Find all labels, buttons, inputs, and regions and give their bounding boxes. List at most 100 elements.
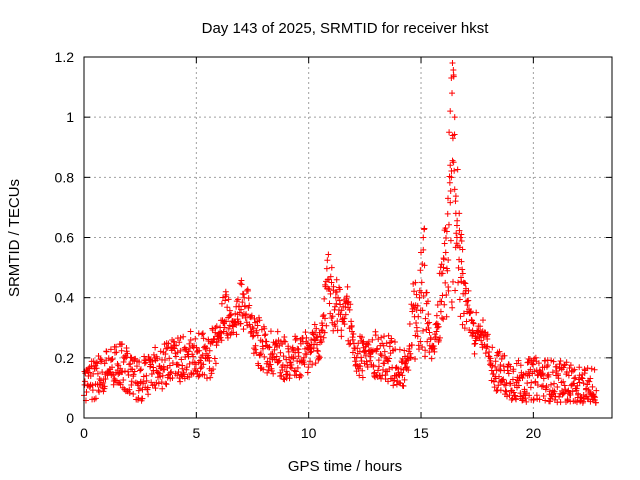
data-point xyxy=(157,348,164,355)
data-point xyxy=(259,345,266,352)
data-point xyxy=(456,227,463,234)
data-point xyxy=(470,319,477,326)
data-point xyxy=(560,378,567,385)
data-point xyxy=(586,378,593,385)
data-point xyxy=(462,285,469,292)
data-point xyxy=(203,375,210,382)
data-point xyxy=(188,369,195,376)
data-point xyxy=(140,379,147,386)
data-point xyxy=(224,304,231,311)
data-point xyxy=(470,330,477,337)
data-point xyxy=(131,368,138,375)
data-point xyxy=(273,353,280,360)
data-point xyxy=(524,380,531,387)
data-point xyxy=(507,380,514,387)
data-point xyxy=(568,368,575,375)
data-point xyxy=(148,379,155,386)
data-point xyxy=(190,353,197,360)
data-point xyxy=(256,317,263,324)
data-point xyxy=(121,368,128,375)
data-point xyxy=(177,378,184,385)
data-point xyxy=(180,369,187,376)
data-point xyxy=(456,210,463,217)
data-point xyxy=(364,364,371,371)
data-point xyxy=(497,387,504,394)
data-point xyxy=(300,354,307,361)
data-point xyxy=(136,385,143,392)
data-point xyxy=(336,286,343,293)
data-point xyxy=(119,341,126,348)
data-point xyxy=(349,336,356,343)
data-point xyxy=(438,298,445,305)
data-point xyxy=(406,320,413,327)
data-point xyxy=(415,313,422,320)
data-point xyxy=(168,368,175,375)
y-tick-label: 0.6 xyxy=(55,230,75,246)
data-point xyxy=(450,159,457,166)
data-point xyxy=(412,279,419,286)
data-point xyxy=(308,336,315,343)
data-point xyxy=(321,295,328,302)
data-point xyxy=(571,375,578,382)
data-point xyxy=(509,376,516,383)
data-point xyxy=(269,350,276,357)
y-tick-label: 0.8 xyxy=(55,169,75,185)
data-point xyxy=(117,381,124,388)
data-point xyxy=(233,322,240,329)
data-point xyxy=(555,375,562,382)
data-point xyxy=(284,362,291,369)
data-point xyxy=(458,238,465,245)
data-point xyxy=(584,365,591,372)
x-axis-label: GPS time / hours xyxy=(288,458,402,475)
data-point xyxy=(95,352,102,359)
data-point xyxy=(484,336,491,343)
data-point xyxy=(136,358,143,365)
data-point xyxy=(318,338,325,345)
data-point xyxy=(452,193,459,200)
data-point xyxy=(393,364,400,371)
data-point xyxy=(209,339,216,346)
data-point xyxy=(450,67,457,74)
data-point xyxy=(447,108,454,115)
data-point xyxy=(276,357,283,364)
data-point xyxy=(492,375,499,382)
data-point xyxy=(443,313,450,320)
data-point xyxy=(491,384,498,391)
data-point xyxy=(174,349,181,356)
data-point xyxy=(183,366,190,373)
data-point xyxy=(305,364,312,371)
data-point xyxy=(323,322,330,329)
data-point xyxy=(489,362,496,369)
data-point xyxy=(497,362,504,369)
data-point xyxy=(545,371,552,378)
data-point xyxy=(434,321,441,328)
data-point xyxy=(260,366,267,373)
data-point xyxy=(554,370,561,377)
data-point xyxy=(363,358,370,365)
data-point xyxy=(350,331,357,338)
data-point xyxy=(426,349,433,356)
data-point xyxy=(407,354,414,361)
data-point xyxy=(320,334,327,341)
data-point xyxy=(473,335,480,342)
data-point xyxy=(405,367,412,374)
data-point xyxy=(576,364,583,371)
data-point xyxy=(338,307,345,314)
data-point xyxy=(591,366,598,373)
data-point xyxy=(357,363,364,370)
data-point xyxy=(206,358,213,365)
data-point xyxy=(442,279,449,286)
data-point xyxy=(125,368,132,375)
data-point xyxy=(378,334,385,341)
data-point xyxy=(431,331,438,338)
data-point xyxy=(94,360,101,367)
data-point xyxy=(415,346,422,353)
data-point xyxy=(290,354,297,361)
data-point xyxy=(267,361,274,368)
data-point xyxy=(524,359,531,366)
data-point xyxy=(332,303,339,310)
data-point xyxy=(563,359,570,366)
data-point xyxy=(152,344,159,351)
data-point xyxy=(187,337,194,344)
data-point xyxy=(551,388,558,395)
